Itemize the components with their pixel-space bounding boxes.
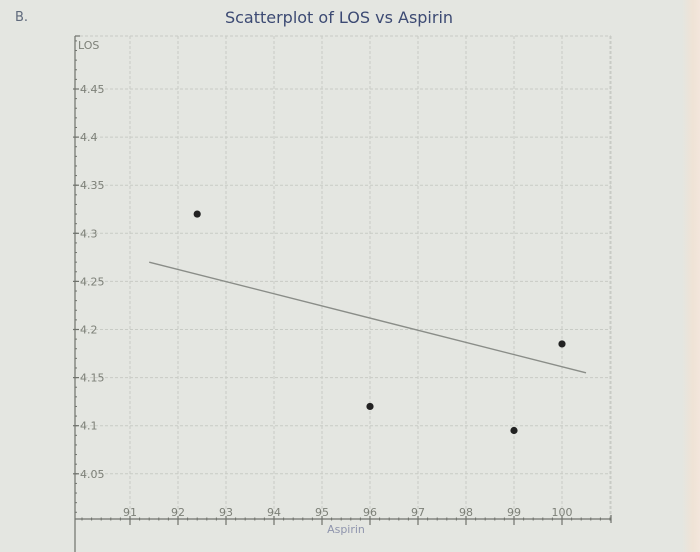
y-tick-label: 4.05: [80, 468, 105, 481]
y-axis-label: LOS: [78, 39, 99, 52]
data-point: [366, 402, 374, 411]
data-point: [510, 426, 518, 435]
y-tick-label: 4.4: [80, 131, 98, 144]
data-point: [558, 340, 566, 348]
y-tick-label: 4.2: [80, 324, 98, 337]
x-tick-label: 97: [411, 506, 425, 519]
x-tick-label: 92: [171, 506, 185, 519]
x-tick-label: 93: [219, 506, 233, 519]
regression-line: [149, 261, 587, 374]
chart-title-container: Scatterplot of LOS vs Aspirin: [0, 8, 700, 27]
chart-title: Scatterplot of LOS vs Aspirin: [224, 8, 454, 27]
data-points: [193, 210, 566, 435]
axes: LOS 4.05 4.1 4.15 4.2 4.25 4.3 4.35 4.4 4.45 91 92 9…: [73, 35, 612, 552]
y-tick-label: 4.35: [80, 179, 105, 192]
y-tick-label: 4.15: [80, 372, 105, 385]
x-tick-label: 98: [459, 506, 473, 519]
question-label: B.: [15, 10, 29, 25]
fit-line: [149, 261, 587, 374]
x-tick-label: 96: [363, 506, 377, 519]
data-point: [193, 210, 201, 218]
x-axis-label: Aspirin: [327, 523, 365, 536]
x-tick-label: 100: [552, 506, 573, 519]
y-tick-label: 4.45: [80, 83, 105, 96]
x-tick-label: 95: [315, 506, 329, 519]
y-tick-label: 4.1: [80, 420, 98, 433]
y-tick-label: 4.3: [80, 227, 98, 240]
y-tick-label: 4.25: [80, 275, 105, 288]
x-tick-label: 99: [507, 506, 521, 519]
photo-glare: [682, 0, 700, 552]
grid-lines: [75, 35, 612, 519]
x-tick-label: 91: [123, 506, 137, 519]
x-tick-label: 94: [267, 506, 281, 519]
